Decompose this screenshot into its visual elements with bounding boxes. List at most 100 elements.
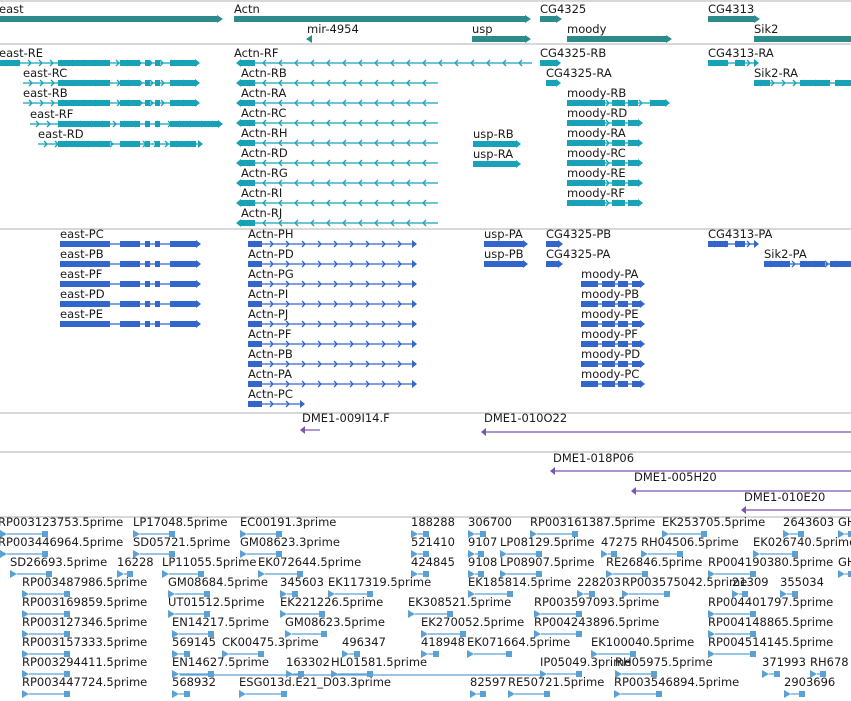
- feature-east-pb[interactable]: east-PB: [60, 247, 201, 268]
- feature-dme1-010e20[interactable]: DME1-010E20: [741, 490, 851, 514]
- est-sd05721-5prime[interactable]: SD05721.5prime: [133, 535, 230, 558]
- est-rp004190380-5prime[interactable]: RP004190380.5prime: [708, 555, 833, 578]
- est-rh05975-5prime[interactable]: RH05975.5prime: [615, 655, 713, 678]
- feature-actn-pa[interactable]: Actn-PA: [248, 367, 417, 388]
- feature-actn-rd[interactable]: Actn-RD: [236, 146, 438, 167]
- est-esg013d-e21-d03-3prime[interactable]: ESG013d.E21_D03.3prime: [239, 675, 391, 698]
- est-rp003123753-5prime[interactable]: RP003123753.5prime: [0, 515, 123, 538]
- est-345603[interactable]: 345603: [280, 575, 324, 598]
- est-re26846-5prime[interactable]: RE26846.5prime: [606, 555, 702, 578]
- feature-east-rd[interactable]: east-RD: [38, 127, 203, 148]
- feature-actn-pi[interactable]: Actn-PI: [248, 287, 417, 308]
- est-ek071664-5prime[interactable]: EK071664.5prime: [467, 635, 570, 658]
- est-355034[interactable]: 355034: [780, 575, 824, 598]
- est-gm08684-5prime[interactable]: GM08684.5prime: [168, 575, 268, 598]
- est-rp003294411-5prime[interactable]: RP003294411.5prime: [22, 655, 147, 678]
- feature-east-pf[interactable]: east-PF: [60, 267, 201, 288]
- est-lp08907-5prime[interactable]: LP08907.5prime: [500, 555, 594, 578]
- gene-cg4325[interactable]: CG4325: [540, 2, 586, 23]
- feature-actn-rf[interactable]: Actn-RF: [234, 46, 532, 67]
- est-ek270052-5prime[interactable]: EK270052.5prime: [421, 615, 524, 638]
- est-rp004148865-5prime[interactable]: RP004148865.5prime: [708, 615, 833, 638]
- feature-sik2-pa[interactable]: Sik2-PA: [764, 247, 851, 268]
- feature-moody-rd[interactable]: moody-RD: [567, 106, 643, 127]
- feature-actn-ri[interactable]: Actn-RI: [236, 186, 438, 207]
- est-82597[interactable]: 82597: [470, 675, 507, 698]
- gene-moody[interactable]: moody: [567, 22, 672, 43]
- feature-actn-rb[interactable]: Actn-RB: [236, 66, 438, 87]
- est-569145[interactable]: 569145: [172, 635, 216, 658]
- feature-east-pd[interactable]: east-PD: [60, 287, 201, 308]
- est-47275[interactable]: 47275: [601, 535, 638, 558]
- feature-cg4313-ra[interactable]: CG4313-RA: [708, 46, 774, 67]
- est-21309[interactable]: 21309: [732, 575, 769, 598]
- feature-cg4313-pa[interactable]: CG4313-PA: [708, 227, 773, 248]
- feature-cg4325-ra[interactable]: CG4325-RA: [546, 66, 612, 87]
- est-rp003169859-5prime[interactable]: RP003169859.5prime: [22, 595, 147, 618]
- feature-actn-pf[interactable]: Actn-PF: [248, 327, 417, 348]
- feature-usp-rb[interactable]: usp-RB: [473, 127, 521, 148]
- est-rp003446964-5prime[interactable]: RP003446964.5prime: [0, 535, 123, 558]
- feature-sik2-ra[interactable]: Sik2-RA: [754, 66, 851, 87]
- est-gm08623-5prime[interactable]: GM08623.5prime: [285, 615, 385, 638]
- est-en14217-5prime[interactable]: EN14217.5prime: [172, 615, 269, 638]
- feature-usp-pb[interactable]: usp-PB: [484, 247, 528, 268]
- est-521410[interactable]: 521410: [411, 535, 455, 558]
- est-306700[interactable]: 306700: [468, 515, 512, 538]
- est-gh[interactable]: GH: [838, 555, 851, 578]
- feature-actn-ra[interactable]: Actn-RA: [236, 86, 438, 107]
- feature-cg4325-pb[interactable]: CG4325-PB: [546, 227, 611, 248]
- feature-east-pe[interactable]: east-PE: [60, 307, 201, 328]
- feature-cg4325-pa[interactable]: CG4325-PA: [546, 247, 611, 268]
- est-496347[interactable]: 496347: [342, 635, 386, 658]
- est-424845[interactable]: 424845: [411, 555, 455, 578]
- feature-dme1-018p06[interactable]: DME1-018P06: [550, 451, 851, 475]
- est-rp003487986-5prime[interactable]: RP003487986.5prime: [22, 575, 147, 598]
- est-2643603[interactable]: 2643603: [783, 515, 834, 538]
- est-16228[interactable]: 16228: [117, 555, 154, 578]
- est-re50721-5prime[interactable]: RE50721.5prime: [508, 675, 604, 698]
- feature-east-rf[interactable]: east-RF: [30, 107, 223, 128]
- feature-moody-pa[interactable]: moody-PA: [581, 267, 645, 288]
- est-gh[interactable]: GH: [838, 515, 851, 538]
- feature-moody-ra[interactable]: moody-RA: [567, 126, 643, 147]
- feature-moody-pd[interactable]: moody-PD: [581, 347, 645, 368]
- est-ek072644-5prime[interactable]: EK072644.5prime: [258, 555, 361, 578]
- est-371993[interactable]: 371993: [762, 655, 806, 678]
- est-ek185814-5prime[interactable]: EK185814.5prime: [468, 575, 571, 598]
- est-9107[interactable]: 9107: [468, 535, 497, 558]
- feature-actn-pb[interactable]: Actn-PB: [248, 347, 417, 368]
- est-9108[interactable]: 9108: [468, 555, 497, 578]
- est-ip05049-3prime[interactable]: IP05049.3prime: [540, 655, 631, 678]
- est-418948[interactable]: 418948: [421, 635, 465, 658]
- est-568932[interactable]: 568932: [172, 675, 216, 698]
- feature-actn-rj[interactable]: Actn-RJ: [236, 206, 438, 227]
- est-188288[interactable]: 188288: [411, 515, 455, 538]
- est-ek221226-5prime[interactable]: EK221226.5prime: [280, 595, 383, 618]
- feature-cg4325-rb[interactable]: CG4325-RB: [540, 46, 606, 67]
- est-rp003157333-5prime[interactable]: RP003157333.5prime: [22, 635, 147, 658]
- est-rp003597093-5prime[interactable]: RP003597093.5prime: [534, 595, 659, 618]
- est-rh04506-5prime[interactable]: RH04506.5prime: [641, 535, 739, 558]
- feature-dme1-005h20[interactable]: DME1-005H20: [631, 470, 851, 495]
- feature-actn-rg[interactable]: Actn-RG: [236, 166, 438, 187]
- est-lp11055-5prime[interactable]: LP11055.5prime: [162, 555, 256, 578]
- feature-east-rc[interactable]: east-RC: [23, 66, 200, 87]
- est-rp004514145-5prime[interactable]: RP004514145.5prime: [708, 635, 833, 658]
- feature-actn-pg[interactable]: Actn-PG: [248, 267, 417, 288]
- est-gm08623-3prime[interactable]: GM08623.3prime: [240, 535, 340, 558]
- est-hl01581-5prime[interactable]: HL01581.5prime: [331, 655, 427, 678]
- feature-moody-pf[interactable]: moody-PF: [581, 327, 645, 348]
- gene-sik2[interactable]: Sik2: [754, 22, 851, 43]
- est-163302[interactable]: 163302: [286, 655, 330, 678]
- est-rh678[interactable]: RH678: [810, 655, 849, 678]
- feature-actn-ph[interactable]: Actn-PH: [248, 227, 417, 248]
- est-ut01512-5prime[interactable]: UT01512.5prime: [168, 595, 265, 618]
- gene-east[interactable]: east: [0, 2, 223, 23]
- feature-actn-pd[interactable]: Actn-PD: [248, 247, 417, 268]
- est-2903696[interactable]: 2903696: [784, 675, 835, 698]
- est-ek308521-5prime[interactable]: EK308521.5prime: [408, 595, 511, 618]
- est-en14627-5prime[interactable]: EN14627.5prime: [172, 655, 269, 678]
- feature-moody-pc[interactable]: moody-PC: [581, 367, 645, 388]
- est-ek026740-5prime[interactable]: EK026740.5prime: [753, 535, 851, 558]
